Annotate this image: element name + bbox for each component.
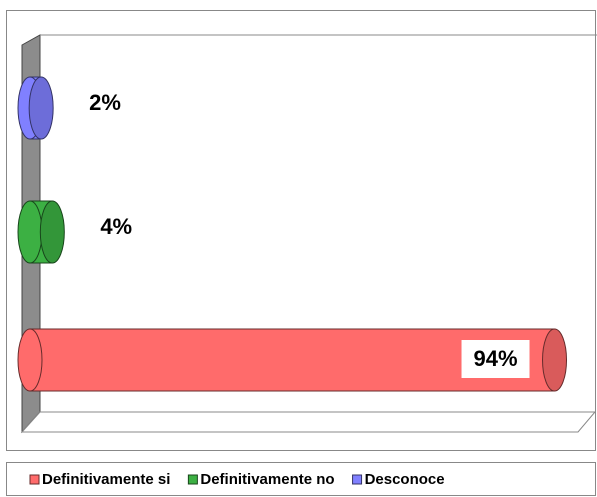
legend-label: Definitivamente no [200, 471, 334, 488]
floor [20, 411, 597, 433]
bar-end-cap [39, 200, 65, 264]
legend-swatch [29, 474, 40, 485]
bar-base-cap [17, 328, 43, 392]
data-label-box [461, 340, 530, 378]
bar [17, 200, 65, 264]
data-label: 4% [100, 214, 132, 239]
bar-end-cap [28, 76, 54, 140]
bar-end-cap [542, 328, 568, 392]
legend-label: Desconoce [365, 471, 445, 488]
data-label: 2% [89, 90, 121, 115]
data-label: 94% [473, 346, 517, 371]
bar-base-cap [17, 200, 43, 264]
legend-label: Definitivamente si [42, 471, 170, 488]
legend-swatch [352, 474, 363, 485]
legend-frame [6, 462, 596, 496]
bar [17, 76, 54, 140]
legend-swatch [187, 474, 198, 485]
